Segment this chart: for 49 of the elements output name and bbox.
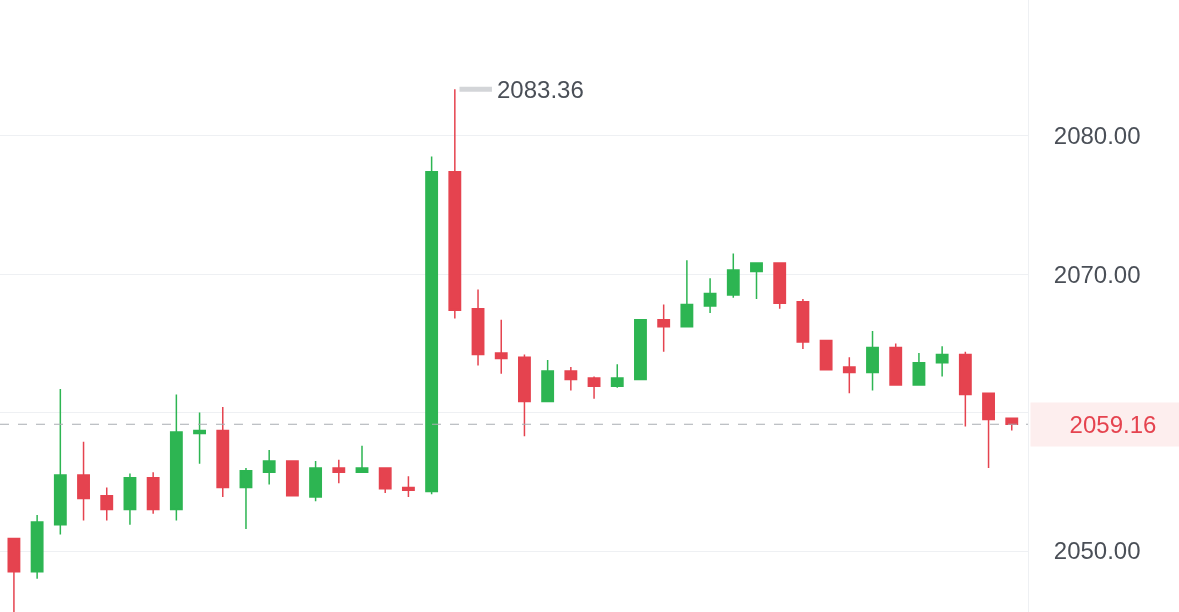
candlestick [494, 319, 508, 375]
candlestick [958, 350, 972, 428]
candlestick [935, 345, 949, 378]
candlestick [53, 388, 67, 536]
candlestick [750, 262, 763, 300]
candlestick [703, 277, 717, 314]
candlestick [169, 393, 183, 522]
candlestick [285, 460, 299, 497]
candlestick [842, 356, 856, 394]
candlestick [610, 363, 624, 389]
candlestick [819, 339, 833, 371]
y-tick-label: 2070.00 [1053, 260, 1141, 288]
candlestick [796, 298, 810, 350]
candlestick [193, 411, 206, 465]
candlestick [100, 486, 114, 522]
candlestick [332, 458, 346, 484]
candlestick [355, 445, 369, 473]
candlestick [378, 467, 392, 494]
candlestick [773, 262, 787, 310]
candlestick [7, 537, 21, 612]
candlestick [680, 259, 694, 328]
y-tick-label: 2080.00 [1053, 122, 1141, 150]
candlestick [912, 352, 926, 386]
candlestick [309, 460, 323, 502]
y-tick-label: 2050.00 [1053, 537, 1141, 565]
candlestick [239, 467, 253, 530]
candlestick [77, 440, 90, 522]
candlestick [657, 303, 671, 353]
candlestick [866, 330, 879, 392]
candlestick [564, 366, 578, 392]
candlestick [146, 471, 160, 515]
candlestick [262, 449, 276, 486]
candlestick [448, 88, 462, 320]
candlestick [634, 319, 647, 381]
candlestick [982, 392, 995, 469]
candlestick [518, 353, 531, 437]
annotation: 2083.36 [497, 76, 584, 103]
candlestick [216, 406, 230, 498]
candlestick [123, 472, 137, 526]
candlestick [30, 514, 44, 580]
candlestick [401, 475, 415, 498]
candlestick [587, 375, 601, 400]
candlestick [425, 155, 439, 496]
candlestick [726, 252, 740, 299]
candlestick [471, 288, 485, 367]
candlestick [889, 342, 903, 386]
ref-line-label: 2059.16 [1069, 411, 1157, 438]
candlestick [541, 359, 555, 403]
candlestick [1005, 417, 1019, 432]
